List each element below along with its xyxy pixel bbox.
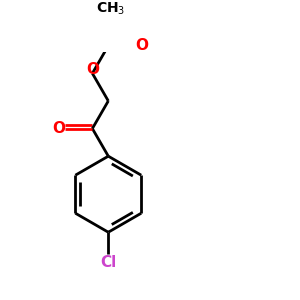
- Text: O: O: [86, 62, 99, 77]
- Text: Cl: Cl: [100, 255, 116, 270]
- Text: CH$_3$: CH$_3$: [96, 0, 125, 16]
- Text: O: O: [135, 38, 148, 53]
- Text: O: O: [52, 121, 66, 136]
